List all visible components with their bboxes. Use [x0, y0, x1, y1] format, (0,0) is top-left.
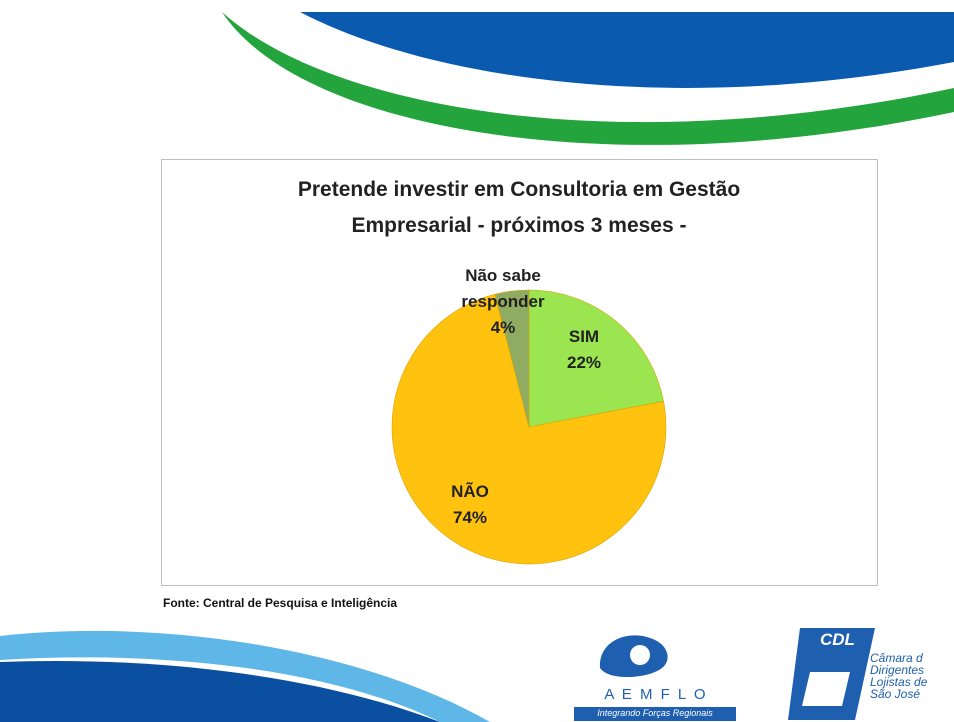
- chart-canvas: [0, 0, 954, 722]
- value-label: 4%: [453, 315, 553, 341]
- category-label: Não sabe responder: [453, 263, 553, 315]
- aemflo-name: A E M F L O: [576, 686, 736, 703]
- value-label: 74%: [430, 505, 510, 531]
- aemflo-dot: [630, 645, 650, 665]
- slide: Pretende investir em Consultoria em Gest…: [0, 0, 954, 722]
- category-label: SIM: [544, 324, 624, 350]
- chart-title: Pretende investir em Consultoria em Gest…: [161, 172, 877, 244]
- cdl-line: São José: [870, 688, 927, 700]
- category-label: NÃO: [430, 479, 510, 505]
- cdl-name: CDL: [820, 630, 855, 650]
- source-note: Fonte: Central de Pesquisa e Inteligênci…: [163, 596, 397, 610]
- cdl-inner: [802, 672, 850, 706]
- aemflo-slogan: Integrando Forças Regionais: [574, 708, 736, 718]
- value-label: 22%: [544, 350, 624, 376]
- swoosh-blue: [300, 12, 954, 88]
